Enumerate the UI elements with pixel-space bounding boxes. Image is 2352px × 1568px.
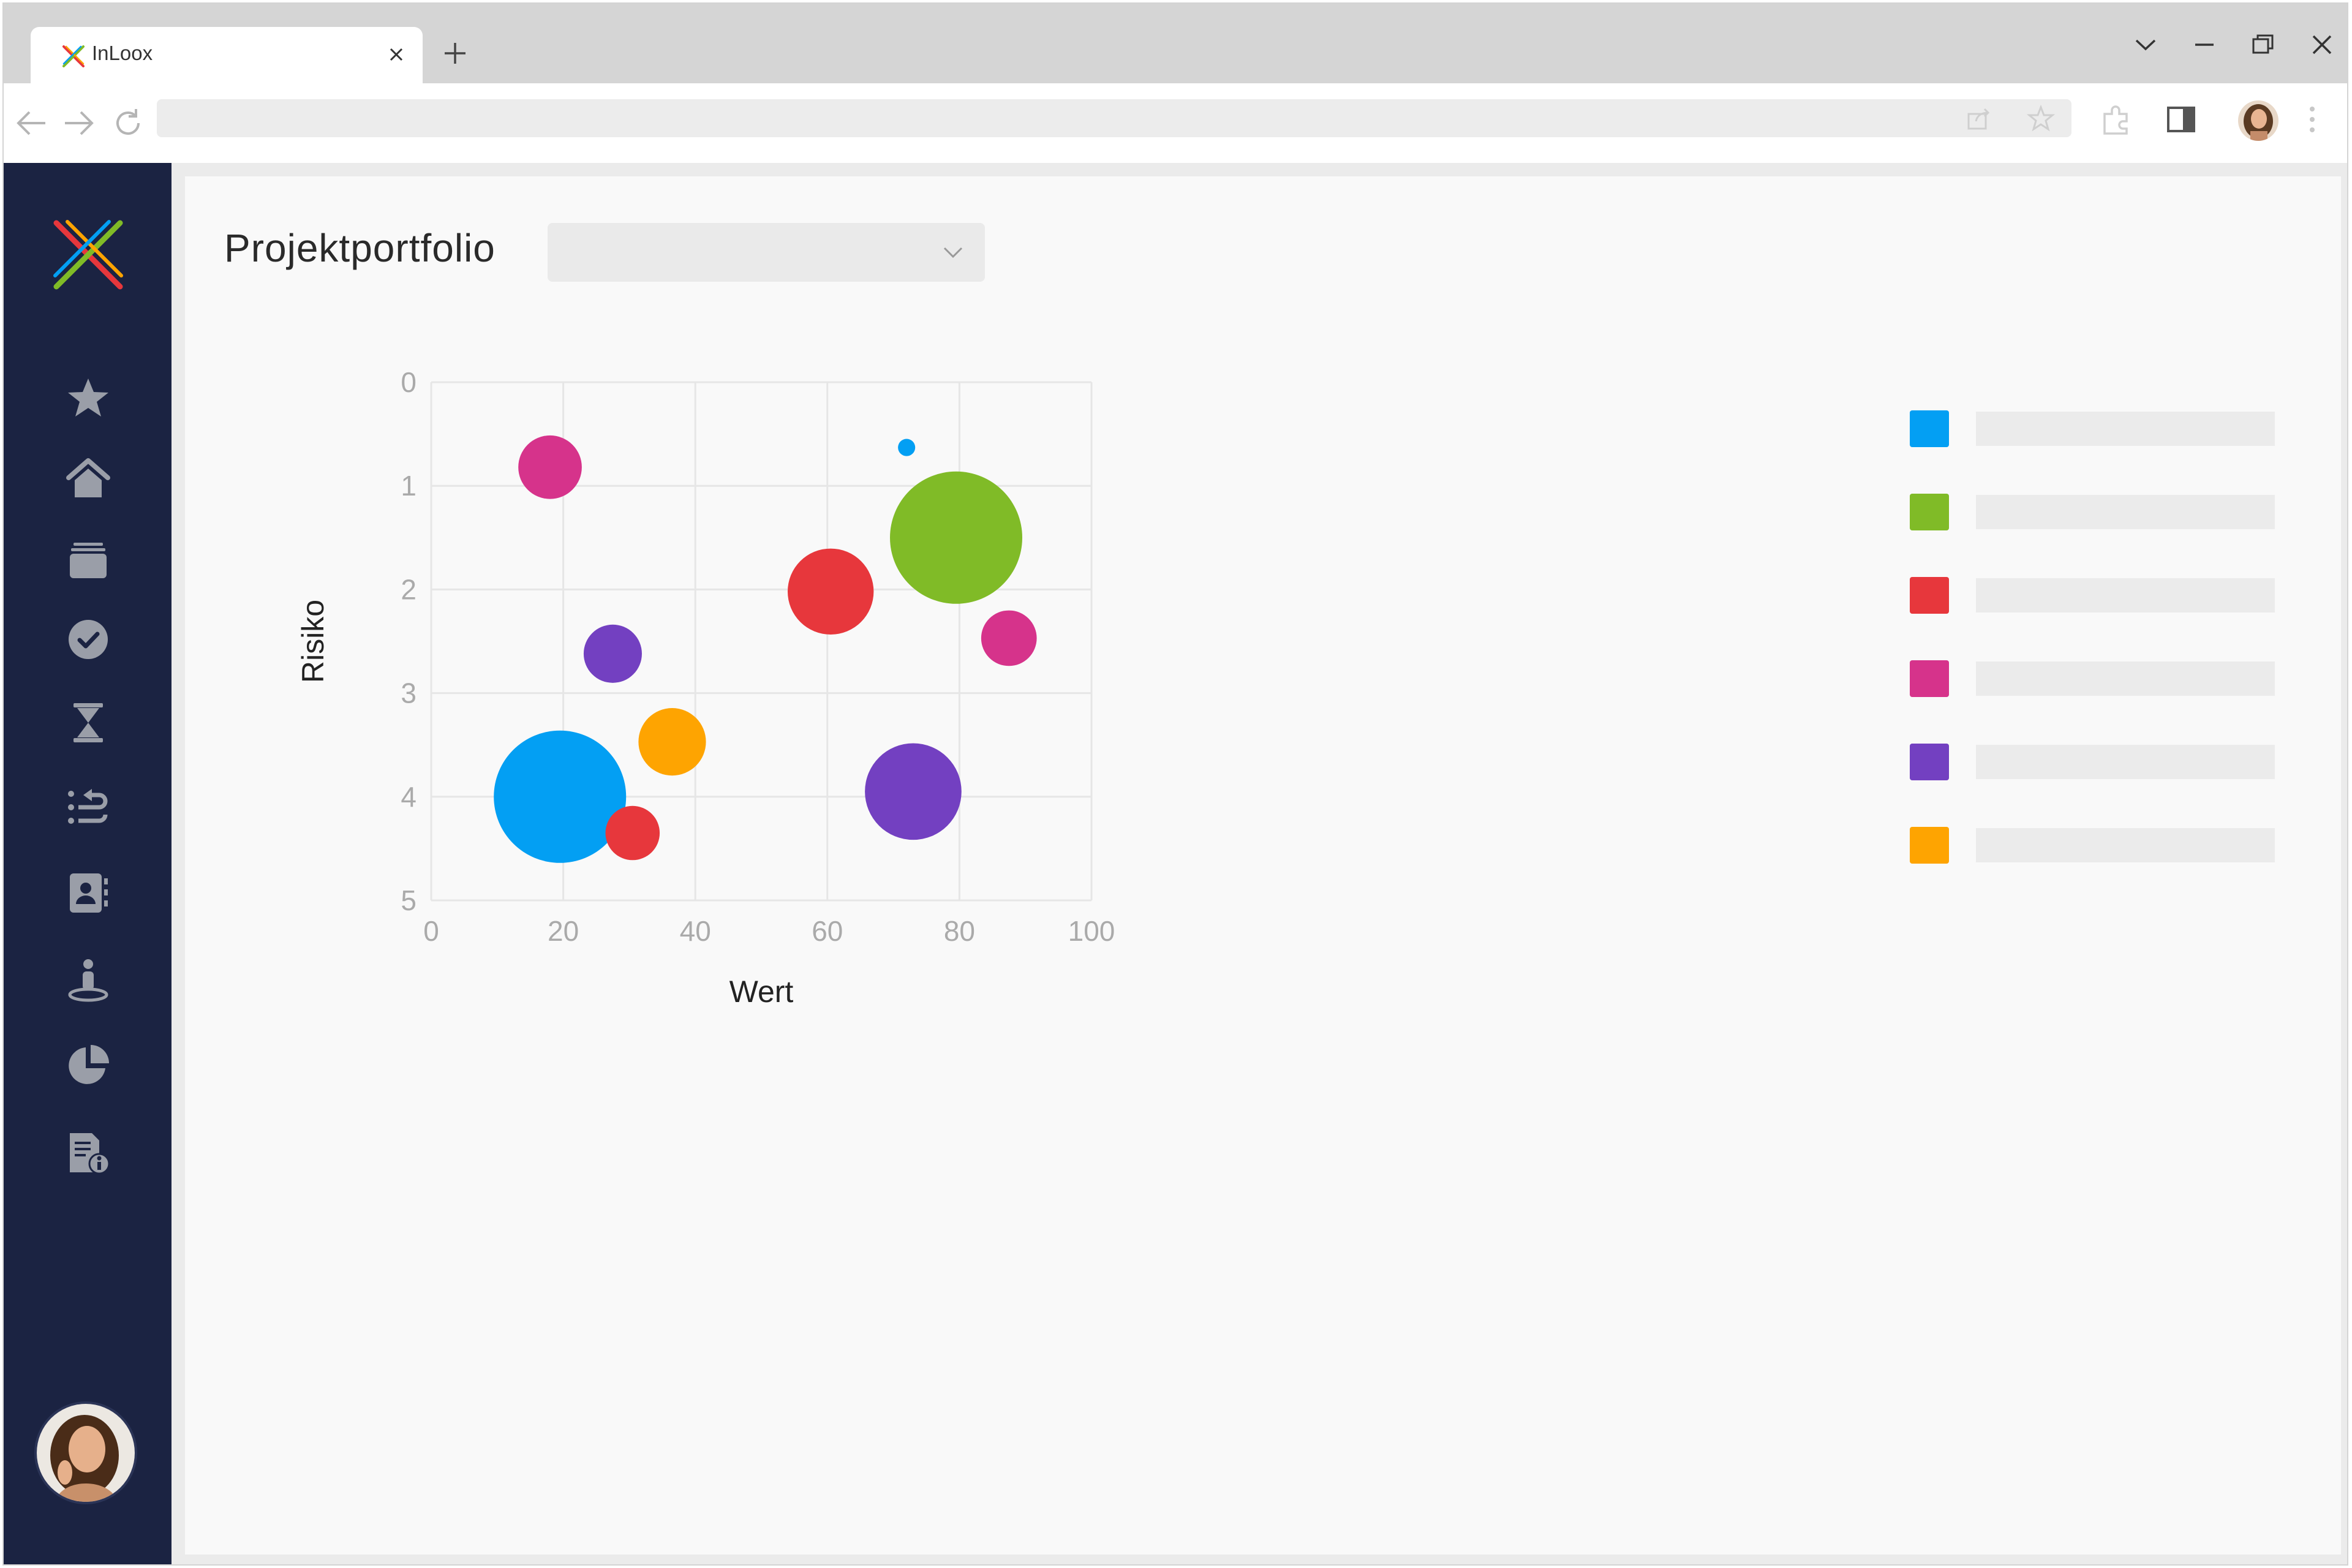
sidebar-item-favorites[interactable] [65,375,111,421]
sidebar-item-home[interactable] [65,456,111,502]
legend-label-6 [1976,828,2275,862]
sidebar-item-time-tracking[interactable] [65,699,111,746]
sidebar-item-workflows[interactable] [65,784,111,831]
inloox-app: Projektportfolio 0 20 40 60 80 100 0 1 2 3 4 5 Wert R… [4,163,2347,1564]
x-tick-label: 80 [944,915,975,947]
main-content: Projektportfolio 0 20 40 60 80 100 0 1 2 3 4 5 Wert R… [185,176,2341,1555]
bubble-series-2 [890,471,1023,604]
share-icon[interactable] [1964,104,1993,134]
y-tick-label: 4 [401,781,417,813]
x-tick-label: 20 [548,915,579,947]
restore-window-icon[interactable] [2249,31,2277,59]
sidebar [4,163,172,1564]
minimize-icon[interactable] [2190,31,2218,59]
tab-title: InLoox [92,42,153,64]
x-axis-title: Wert [729,974,794,1009]
bubble-series-6 [638,708,706,776]
address-bar[interactable] [157,99,2071,137]
legend-label-3 [1976,578,2275,612]
browser-titlebar: InLoox [4,4,2347,83]
forward-arrow-icon[interactable] [60,104,98,142]
x-tick-label: 0 [423,915,439,947]
bubble-series-3 [605,805,660,861]
bubble-series-3 [787,548,874,635]
y-axis-title: Risiko [296,600,330,683]
x-tick-label: 40 [680,915,711,947]
sidebar-item-tasks[interactable] [65,616,111,663]
sidebar-item-reports[interactable] [65,1042,111,1089]
legend-swatch-2 [1910,494,1949,530]
back-arrow-icon[interactable] [12,104,50,142]
y-tick-label: 0 [401,366,417,398]
y-tick-label: 3 [401,677,417,709]
page-title: Projektportfolio [224,226,496,270]
bookmark-star-icon[interactable] [2026,104,2056,134]
bubble-series-1 [494,730,627,863]
legend-swatch-5 [1910,744,1949,780]
portfolio-filter-dropdown[interactable] [548,223,985,282]
y-tick-label: 5 [401,884,417,916]
legend-label-5 [1976,745,2275,779]
new-tab-plus-icon[interactable] [440,38,470,69]
tab-search-chevron-down-icon[interactable] [2132,31,2160,59]
legend-label-2 [1976,495,2275,529]
side-panel-icon[interactable] [2163,102,2199,137]
close-window-icon[interactable] [2308,31,2336,59]
browser-tab[interactable]: InLoox [31,27,423,83]
legend-label-1 [1976,412,2275,446]
bubble-series-4 [518,435,582,499]
x-tick-label: 100 [1068,915,1115,947]
bubble-series-5 [865,743,962,840]
y-tick-label: 1 [401,470,417,502]
portfolio-bubble-chart: 0 20 40 60 80 100 0 1 2 3 4 5 Wert Risiko [296,366,2275,1009]
chevron-down-icon [943,247,963,258]
more-options-vertical-dots-icon[interactable] [2294,102,2330,137]
profile-avatar[interactable] [2238,100,2278,141]
sidebar-item-documents[interactable] [65,1129,111,1176]
inloox-favicon-icon [62,45,85,67]
legend-swatch-4 [1910,660,1949,697]
user-avatar[interactable] [34,1401,137,1504]
legend-label-4 [1976,662,2275,696]
legend-swatch-1 [1910,410,1949,447]
sidebar-item-projects[interactable] [65,537,111,583]
extensions-puzzle-icon[interactable] [2098,102,2134,137]
browser-toolbar [4,83,2347,163]
reload-icon[interactable] [109,104,147,142]
sidebar-item-contacts[interactable] [65,870,111,916]
bubble-series-4 [981,610,1037,666]
inloox-logo-icon[interactable] [50,217,126,293]
y-tick-label: 2 [401,573,417,605]
bubble-series-5 [583,624,642,683]
x-tick-label: 60 [812,915,843,947]
bubble-series-1 [898,439,916,456]
close-tab-icon[interactable] [386,44,407,65]
legend-swatch-3 [1910,577,1949,614]
legend-swatch-6 [1910,827,1949,864]
sidebar-item-resources[interactable] [65,957,111,1003]
